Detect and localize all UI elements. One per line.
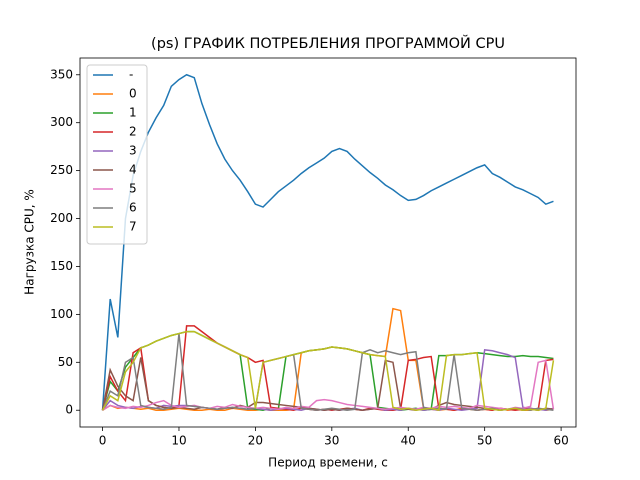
y-tick-label: 350 bbox=[50, 67, 73, 81]
y-tick-label: 100 bbox=[50, 307, 73, 321]
y-tick-label: 300 bbox=[50, 115, 73, 129]
x-tick-label: 40 bbox=[401, 434, 416, 448]
series-line bbox=[101, 333, 554, 411]
x-tick-label: 30 bbox=[324, 434, 339, 448]
legend-label: 1 bbox=[129, 106, 137, 120]
legend-label: 0 bbox=[129, 87, 137, 101]
x-axis-label: Период времени, с bbox=[268, 456, 388, 470]
legend-label: 2 bbox=[129, 125, 137, 139]
legend-label: 6 bbox=[129, 201, 137, 215]
legend-frame bbox=[86, 64, 148, 245]
legend: - 0 1 2 3 4 5 6 7 bbox=[86, 64, 148, 245]
x-tick-label: 10 bbox=[171, 434, 186, 448]
y-axis-label: Нагрузка CPU, % bbox=[23, 189, 37, 295]
series-line bbox=[102, 359, 555, 411]
y-tick-label: 250 bbox=[50, 163, 73, 177]
x-tick-label: 60 bbox=[553, 434, 568, 448]
legend-label: - bbox=[129, 68, 133, 82]
series-line bbox=[101, 73, 554, 411]
x-tick-label: 50 bbox=[477, 434, 492, 448]
x-tick-label: 0 bbox=[99, 434, 107, 448]
chart-title: (ps) ГРАФИК ПОТРЕБЛЕНИЯ ПРОГРАММОЙ CPU bbox=[151, 34, 505, 52]
x-tick-label: 20 bbox=[248, 434, 263, 448]
legend-label: 7 bbox=[129, 220, 137, 234]
plot-frame bbox=[79, 57, 577, 428]
y-tick-label: 0 bbox=[65, 403, 73, 417]
y-tick-label: 150 bbox=[50, 259, 73, 273]
legend-label: 4 bbox=[129, 163, 137, 177]
y-tick-label: 200 bbox=[50, 211, 73, 225]
series-line bbox=[101, 330, 555, 412]
legend-label: 5 bbox=[129, 182, 137, 196]
legend-label: 3 bbox=[129, 144, 137, 158]
y-tick-label: 50 bbox=[58, 355, 73, 369]
